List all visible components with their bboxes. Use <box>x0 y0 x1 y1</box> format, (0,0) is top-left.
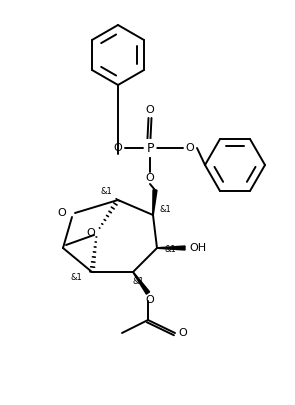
Text: O: O <box>146 295 154 305</box>
Text: O: O <box>146 173 154 183</box>
Text: O: O <box>186 143 194 153</box>
Text: O: O <box>114 143 122 153</box>
Text: &1: &1 <box>100 188 112 196</box>
Polygon shape <box>157 246 185 250</box>
Text: O: O <box>178 328 187 338</box>
Text: P: P <box>146 141 154 154</box>
Text: O: O <box>57 208 66 218</box>
Polygon shape <box>153 190 157 215</box>
Text: O: O <box>86 228 95 238</box>
Text: O: O <box>146 105 154 115</box>
Text: &1: &1 <box>159 205 171 215</box>
Text: OH: OH <box>189 243 206 253</box>
Polygon shape <box>133 272 150 294</box>
Text: &1: &1 <box>70 273 82 281</box>
Text: &1: &1 <box>164 245 176 254</box>
Text: &1: &1 <box>132 277 144 286</box>
